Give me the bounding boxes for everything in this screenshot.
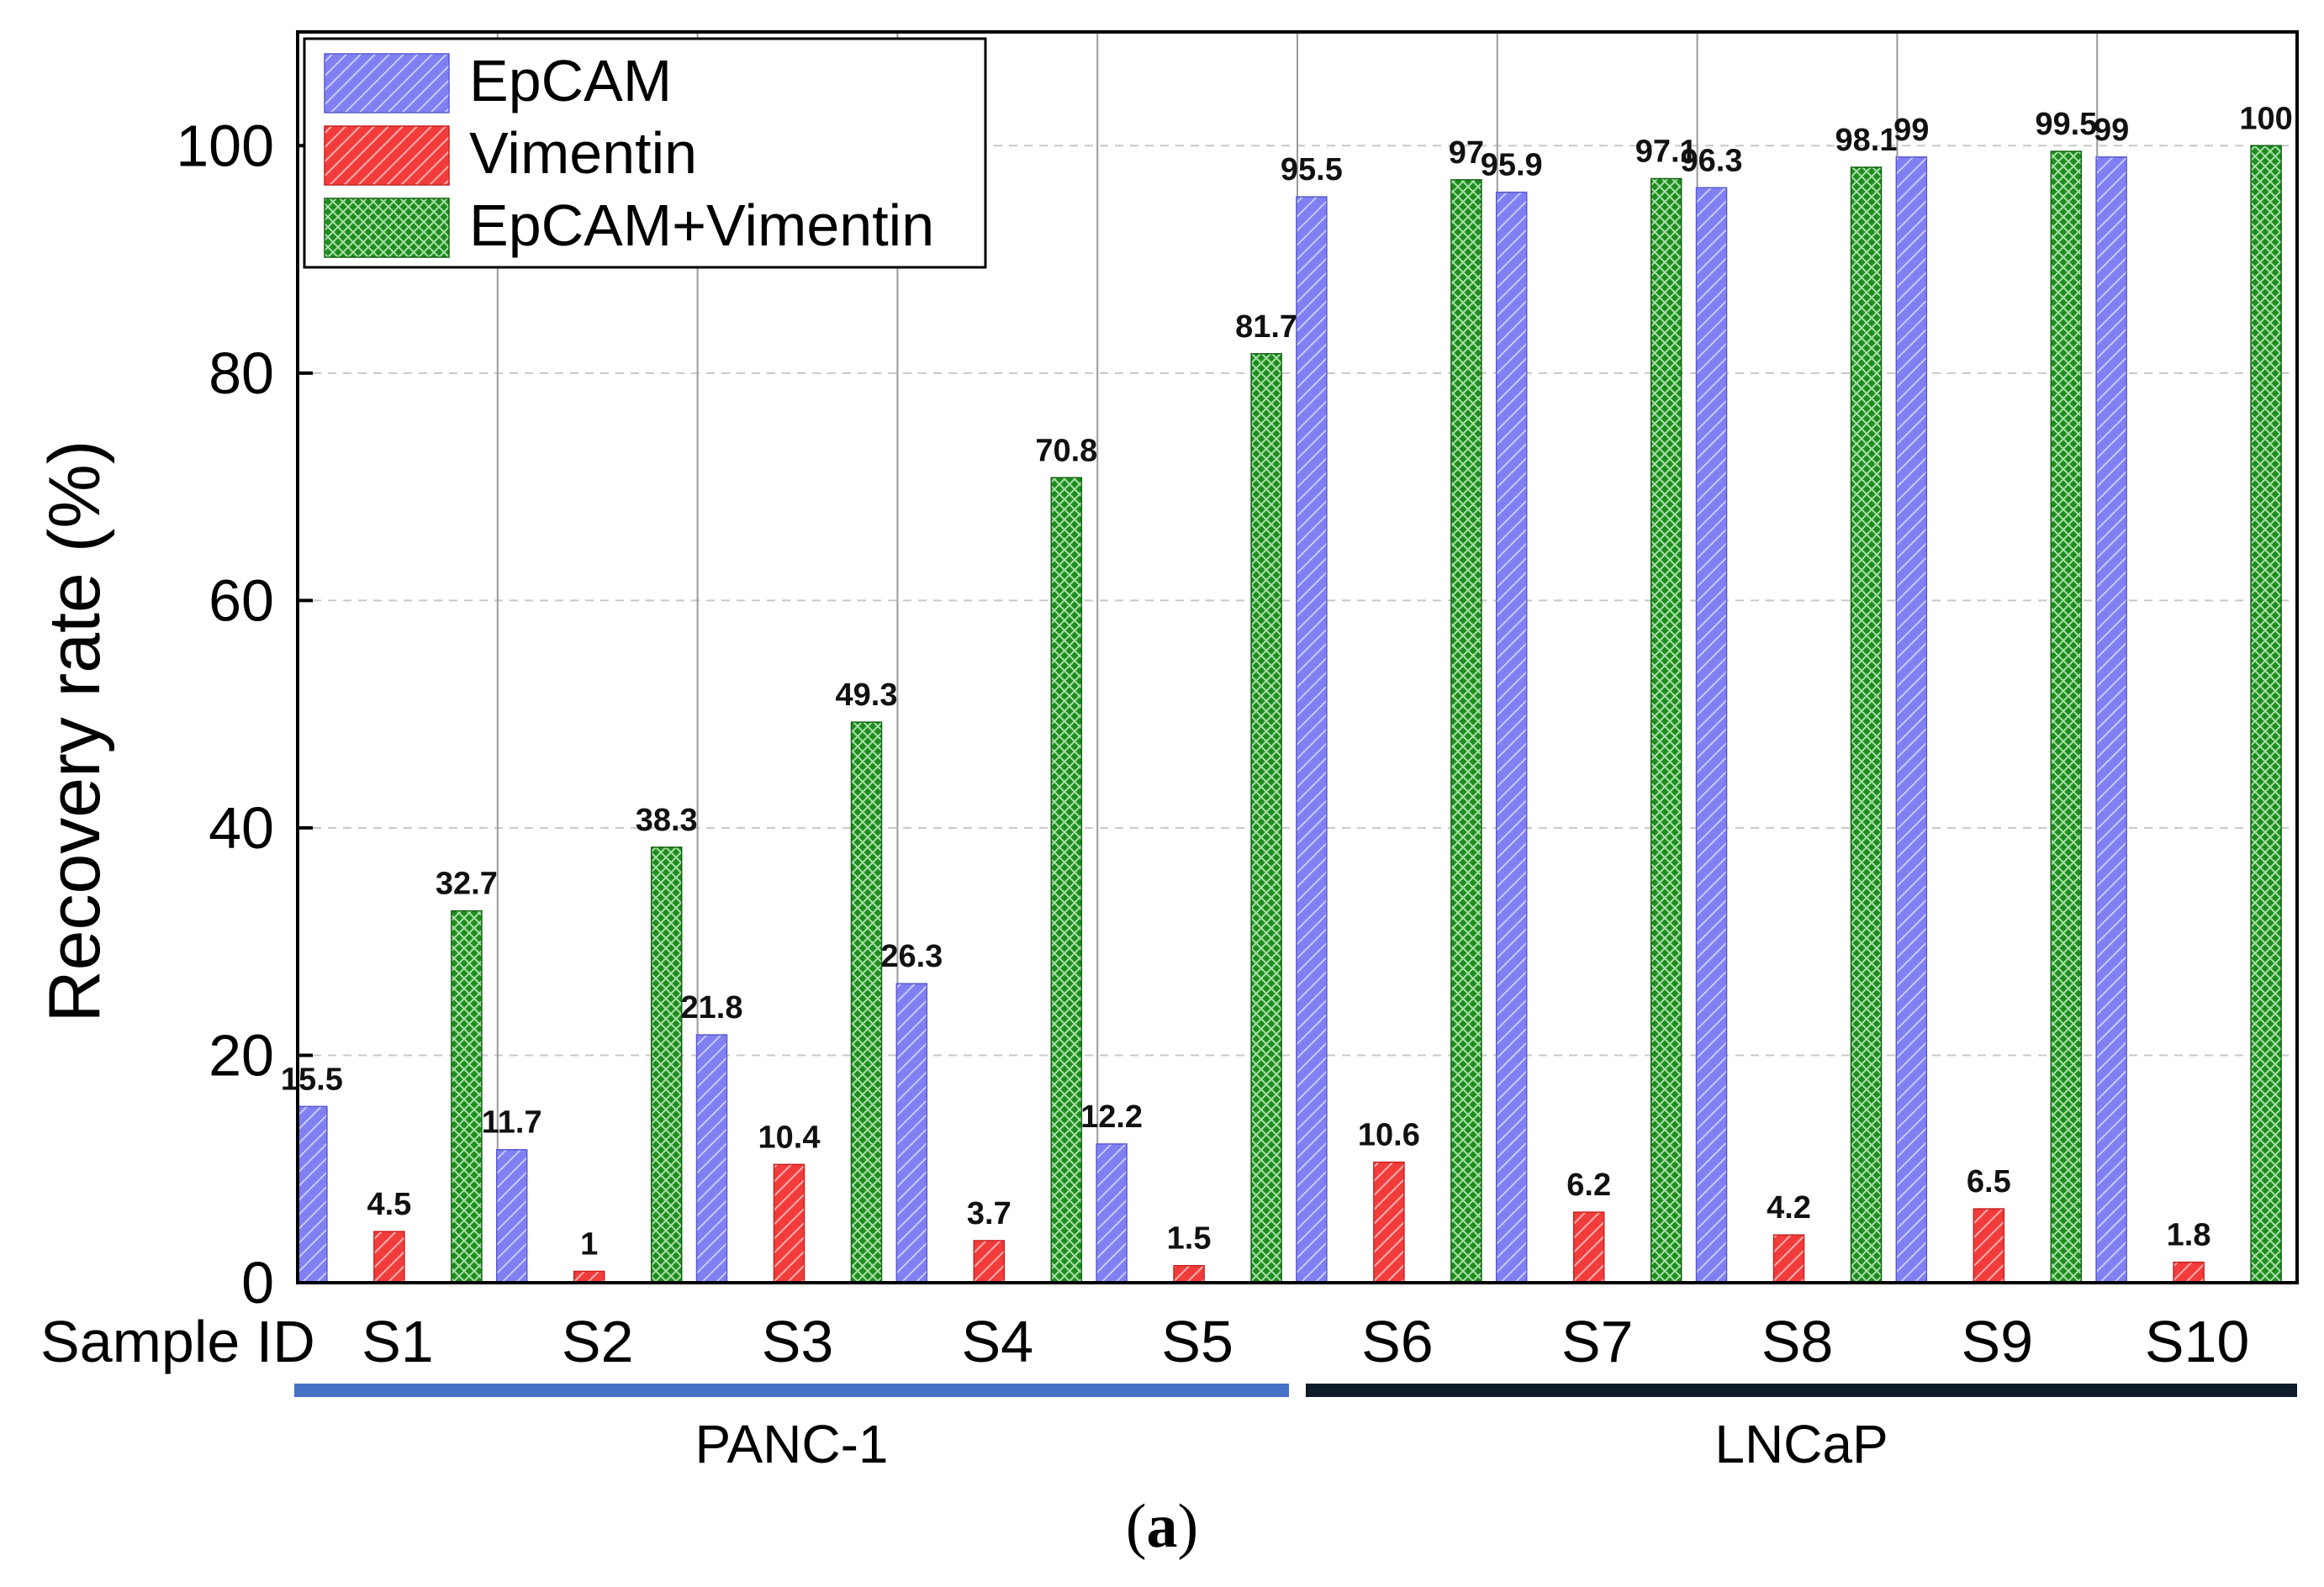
bar-vimentin	[1772, 1234, 1805, 1284]
data-label: 10.6	[1358, 1118, 1420, 1153]
data-label: 96.3	[1681, 143, 1743, 178]
x-axis-ticks: S1 S2 S3 S4 S5 S6 S7 S8 S9 S10	[362, 1309, 2249, 1374]
group-label: LNCaP	[1714, 1414, 1888, 1474]
bar-epcam-vimentin	[1050, 477, 1083, 1284]
x-tick-label: S2	[562, 1309, 634, 1374]
legend-label: EpCAM+Vimentin	[469, 192, 934, 258]
bars	[296, 145, 2282, 1284]
legend-label: EpCAM	[469, 48, 672, 113]
legend-swatch	[324, 198, 450, 258]
x-tick-label: S7	[1561, 1309, 1634, 1374]
data-label: 99	[1894, 113, 1929, 148]
x-tick-label: S4	[961, 1309, 1033, 1374]
data-label: 100	[2239, 101, 2292, 136]
bar-epcam-vimentin	[650, 846, 683, 1284]
x-tick-label: S6	[1361, 1309, 1434, 1374]
bar-epcam-vimentin	[2050, 150, 2083, 1284]
bar-vimentin	[2173, 1261, 2205, 1284]
bar-vimentin	[1572, 1211, 1605, 1284]
data-label: 97.1	[1635, 134, 1698, 170]
x-tick-label: S5	[1161, 1309, 1233, 1374]
bar-epcam-vimentin	[1250, 353, 1282, 1284]
data-label: 4.2	[1767, 1190, 1811, 1226]
y-tick-label: 0	[241, 1250, 274, 1315]
data-label: 1.5	[1167, 1221, 1212, 1257]
data-label: 70.8	[1035, 433, 1097, 468]
bar-epcam-vimentin	[1450, 179, 1482, 1284]
data-label: 6.2	[1566, 1168, 1611, 1203]
figure-caption: (a)	[1126, 1492, 1198, 1561]
bar-epcam-vimentin	[2250, 145, 2282, 1284]
data-label: 81.7	[1235, 309, 1297, 345]
y-tick-label: 40	[209, 795, 274, 861]
group-brackets: PANC-1 LNCaP	[294, 1384, 2297, 1474]
y-axis-title: Recovery rate (%)	[34, 440, 115, 1023]
data-label: 12.2	[1080, 1099, 1143, 1135]
x-tick-label: S8	[1761, 1309, 1834, 1374]
data-label: 1.8	[2167, 1218, 2211, 1253]
y-tick-label: 20	[209, 1022, 274, 1088]
bar-epcam	[296, 1105, 328, 1284]
bar-epcam	[895, 983, 928, 1284]
bar-epcam	[1695, 187, 1728, 1284]
caption-close: )	[1178, 1492, 1199, 1561]
bar-epcam-vimentin	[1650, 177, 1682, 1284]
legend-swatch	[324, 53, 450, 113]
y-tick-label: 80	[209, 340, 274, 406]
data-label: 99.5	[2035, 107, 2097, 142]
legend-label: Vimentin	[469, 120, 697, 186]
data-label: 21.8	[681, 990, 743, 1025]
data-label: 26.3	[880, 939, 943, 974]
data-label: 1	[580, 1226, 598, 1262]
data-label: 10.4	[758, 1120, 821, 1155]
plot-frame	[296, 30, 2299, 1284]
bar-vimentin	[573, 1270, 605, 1284]
data-label: 38.3	[636, 803, 698, 838]
y-tick-label: 60	[209, 567, 274, 633]
bar-epcam	[1296, 196, 1328, 1284]
x-tick-label: S9	[1961, 1309, 2033, 1374]
bar-vimentin	[373, 1231, 405, 1284]
x-axis-title: Sample ID	[40, 1309, 315, 1374]
data-labels: 15.5 11.7 21.8 26.3 12.2 95.5 95.9 96.3 99 99 4.5 1…	[281, 101, 2293, 1262]
x-tick-label: S1	[362, 1309, 434, 1374]
data-label: 32.7	[436, 867, 498, 902]
bar-epcam-vimentin	[451, 909, 483, 1284]
data-label: 11.7	[482, 1105, 542, 1141]
data-label: 98.1	[1835, 123, 1898, 158]
bar-epcam	[495, 1148, 528, 1284]
data-label: 95.5	[1281, 152, 1343, 187]
group-label: PANC-1	[695, 1414, 889, 1474]
bar-epcam	[695, 1034, 728, 1284]
data-label: 4.5	[367, 1187, 411, 1222]
data-label: 49.3	[836, 678, 898, 713]
data-label: 95.9	[1481, 148, 1543, 183]
bar-vimentin	[1973, 1208, 2005, 1284]
y-tick-label: 100	[176, 113, 274, 178]
bar-vimentin	[973, 1240, 1006, 1284]
caption-open: (	[1126, 1492, 1147, 1561]
bar-epcam-vimentin	[1850, 166, 1883, 1284]
bar-epcam	[1495, 191, 1528, 1284]
legend-swatch	[324, 125, 450, 186]
bar-epcam-vimentin	[850, 721, 883, 1284]
x-tick-label: S10	[2145, 1309, 2250, 1374]
data-label: 6.5	[1967, 1164, 2011, 1199]
x-tick-label: S3	[762, 1309, 834, 1374]
bar-vimentin	[1373, 1161, 1405, 1284]
data-label: 3.7	[967, 1196, 1011, 1231]
bar-vimentin	[1173, 1264, 1205, 1284]
data-label: 97	[1449, 135, 1484, 171]
data-label: 99	[2094, 113, 2129, 148]
y-axis-ticks: 0 20 40 60 80 100	[176, 113, 313, 1315]
bar-vimentin	[773, 1163, 805, 1284]
bar-epcam	[2095, 156, 2127, 1284]
bar-epcam	[1096, 1143, 1128, 1284]
bar-epcam	[1895, 156, 1928, 1284]
data-label: 15.5	[281, 1062, 343, 1097]
caption-letter: a	[1147, 1492, 1178, 1561]
